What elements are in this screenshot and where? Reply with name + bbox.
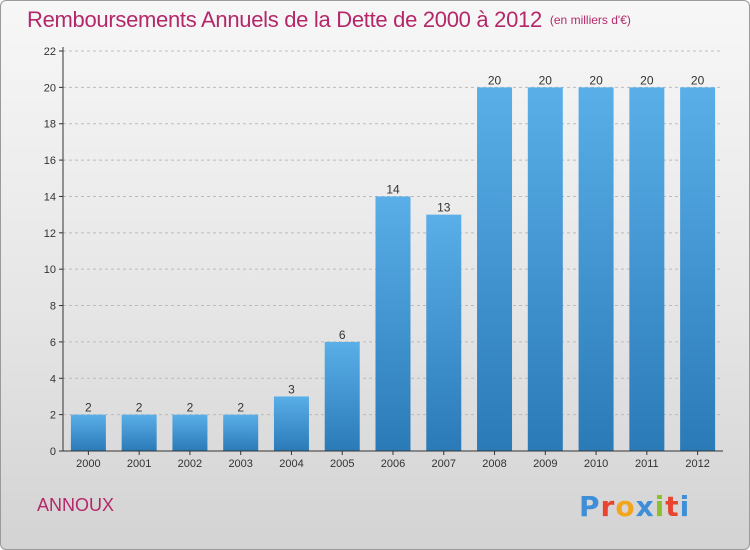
y-tick-label: 20 [44, 82, 56, 94]
y-tick-label: 16 [44, 155, 56, 167]
data-label-2009: 20 [539, 73, 553, 87]
logo-letter: i [654, 490, 666, 523]
bar-2003 [223, 414, 259, 451]
data-label-2007: 13 [437, 201, 451, 215]
bar-2011 [629, 87, 665, 451]
chart-unit: (en milliers d'€) [549, 13, 631, 27]
bar-2010 [578, 87, 614, 451]
bar-2012 [680, 87, 716, 451]
proxiti-logo[interactable]: Proxiti [579, 490, 690, 523]
logo-letter: i [679, 490, 691, 523]
logo-letter: o [615, 490, 636, 523]
bar-2008 [477, 87, 513, 451]
bar-2001 [121, 414, 157, 451]
x-tick-label-2008: 2008 [482, 458, 506, 470]
x-tick-label-2011: 2011 [635, 458, 659, 470]
data-label-2010: 20 [589, 73, 603, 87]
x-tick-label-2002: 2002 [178, 458, 202, 470]
y-tick-label: 2 [50, 410, 56, 422]
x-tick-label-2009: 2009 [533, 458, 557, 470]
y-tick-label: 12 [44, 228, 56, 240]
y-tick-label: 4 [50, 373, 56, 385]
data-label-2002: 2 [187, 401, 194, 415]
x-tick-label-2004: 2004 [279, 458, 303, 470]
bar-2000 [70, 414, 106, 451]
bar-2009 [527, 87, 563, 451]
bars: 2 2 2 2 3 6 14 13 20 20 20 20 20 [70, 73, 716, 451]
data-label-2005: 6 [339, 328, 346, 342]
y-tick-label: 8 [50, 301, 56, 313]
y-tick-label: 18 [44, 119, 56, 131]
bar-2002 [172, 414, 208, 451]
data-label-2004: 3 [288, 382, 295, 396]
bar-2007 [426, 214, 462, 451]
chart-title: Remboursements Annuels de la Dette de 20… [27, 7, 631, 33]
logo-letter: t [665, 490, 680, 523]
data-label-2000: 2 [85, 401, 92, 415]
data-label-2012: 20 [691, 73, 705, 87]
data-label-2011: 20 [640, 73, 654, 87]
y-tick-label: 10 [44, 264, 56, 276]
bar-2005 [324, 341, 360, 451]
x-axis: 2000 2001 2002 2003 2004 2005 2006 2007 2008 2009… [63, 450, 723, 470]
x-tick-label-2005: 2005 [330, 458, 354, 470]
commune-name: ANNOUX [37, 495, 115, 515]
y-tick-label: 0 [50, 446, 56, 458]
y-tick-label: 22 [44, 46, 56, 58]
data-label-2001: 2 [136, 401, 143, 415]
data-label-2008: 20 [488, 73, 502, 87]
y-tick-label: 6 [50, 337, 56, 349]
x-tick-label-2001: 2001 [127, 458, 151, 470]
x-tick-label-2007: 2007 [432, 458, 456, 470]
x-tick-label-2012: 2012 [685, 458, 709, 470]
logo-letter: P [579, 490, 601, 523]
data-label-2003: 2 [237, 401, 244, 415]
data-label-2006: 14 [386, 182, 400, 196]
logo-letter: r [600, 490, 616, 523]
bar-2004 [273, 396, 309, 451]
x-tick-label-2006: 2006 [381, 458, 405, 470]
bar-2006 [375, 196, 411, 451]
y-tick-label: 14 [44, 191, 56, 203]
chart-title-text: Remboursements Annuels de la Dette de 20… [27, 7, 542, 32]
logo-letter: x [635, 490, 655, 523]
y-axis: 0 2 4 6 8 10 12 14 16 18 20 22 [44, 46, 64, 458]
x-tick-label-2000: 2000 [76, 458, 100, 470]
x-tick-label-2010: 2010 [584, 458, 608, 470]
x-tick-label-2003: 2003 [228, 458, 252, 470]
